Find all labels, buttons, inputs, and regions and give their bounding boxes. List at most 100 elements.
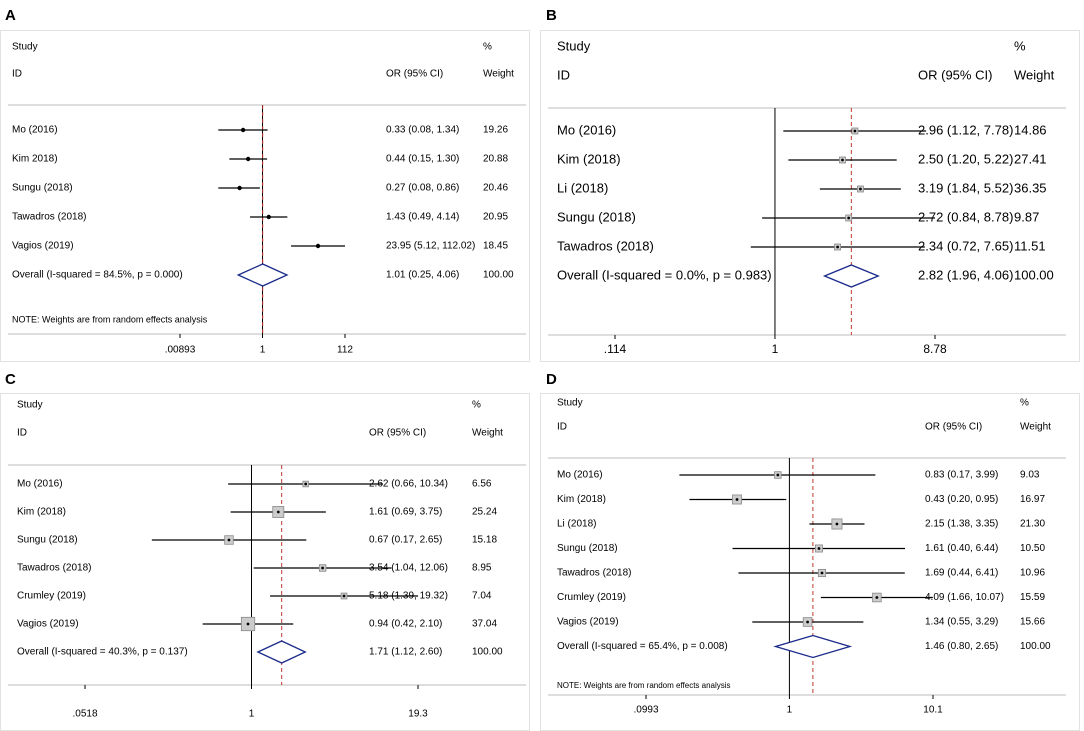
- study-label-a: Vagios (2019): [12, 241, 74, 252]
- study-or-ci-b: 2.72 (0.84, 8.78): [918, 209, 1013, 224]
- study-label-b: Sungu (2018): [557, 209, 636, 224]
- study-weight-c: 15.18: [472, 535, 497, 546]
- study-or-ci-a: 0.44 (0.15, 1.30): [386, 154, 459, 165]
- study-weight-a: 20.88: [483, 154, 508, 165]
- column-header-id-d: ID: [557, 422, 567, 433]
- study-weight-b: 14.86: [1014, 122, 1047, 137]
- overall-or-ci-d: 1.46 (0.80, 2.65): [925, 641, 998, 652]
- column-header-weight-c: Weight: [472, 428, 503, 439]
- point-estimate-c: [304, 482, 308, 486]
- study-label-a: Tawadros (2018): [12, 212, 86, 223]
- point-estimate-b: [841, 158, 844, 162]
- study-label-c: Vagios (2019): [17, 619, 79, 630]
- axis-tick-label-d: 10.1: [923, 705, 943, 716]
- study-weight-c: 8.95: [472, 563, 492, 574]
- study-weight-d: 15.59: [1020, 592, 1045, 603]
- axis-tick-label-a: .00893: [165, 345, 196, 356]
- point-estimate-a: [245, 156, 251, 162]
- column-header-or-b: OR (95% CI): [918, 67, 992, 82]
- study-or-ci-a: 1.43 (0.49, 4.14): [386, 212, 459, 223]
- point-estimate-d: [820, 571, 824, 575]
- column-header-percent-a: %: [483, 42, 492, 53]
- study-label-d: Vagios (2019): [557, 617, 619, 628]
- overall-weight-d: 100.00: [1020, 641, 1051, 652]
- column-header-or-a: OR (95% CI): [386, 69, 443, 80]
- column-header-weight-b: Weight: [1014, 67, 1055, 82]
- footnote-d: NOTE: Weights are from random effects an…: [557, 681, 731, 690]
- forest-panel-a: A Study% ID OR (95% CI) Weight Mo (2016) 0.33…: [0, 0, 540, 362]
- axis-tick-label-b: 8.78: [923, 342, 947, 356]
- axis-tick-label-d: .0993: [633, 705, 658, 716]
- overall-or-ci-c: 1.71 (1.12, 2.60): [369, 647, 442, 658]
- point-estimate-a: [237, 185, 242, 191]
- point-estimate-b: [859, 187, 862, 191]
- column-header-id-b: ID: [557, 67, 570, 82]
- axis-tick-label-d: 1: [787, 705, 793, 716]
- study-label-a: Sungu (2018): [12, 183, 73, 194]
- axis-tick-label-c: .0518: [72, 709, 97, 720]
- study-or-ci-b: 2.50 (1.20, 5.22): [918, 151, 1013, 166]
- study-weight-d: 21.30: [1020, 519, 1045, 530]
- column-header-or-d: OR (95% CI): [925, 422, 982, 433]
- forest-plot-b: Study % ID OR (95% CI) Weight Mo (2016) 2.96 (…: [548, 38, 1066, 356]
- axis-tick-label-c: 19.3: [408, 709, 428, 720]
- axis-tick-label-b: 1: [772, 342, 779, 356]
- column-header-study-c: Study: [17, 400, 43, 411]
- column-header-id-a: ID: [12, 69, 22, 80]
- study-or-ci-c: 1.61 (0.69, 3.75): [369, 507, 442, 518]
- study-or-ci-a: 23.95 (5.12, 112.02): [386, 241, 475, 252]
- study-or-ci-a: 0.27 (0.08, 0.86): [386, 183, 459, 194]
- point-estimate-a: [315, 243, 321, 249]
- forest-panel-b: B Study% ID OR (95% CI) Weight Mo (2016) 2.96…: [540, 0, 1084, 362]
- study-weight-a: 19.26: [483, 125, 508, 136]
- study-or-ci-a: 0.33 (0.08, 1.34): [386, 125, 459, 136]
- study-weight-b: 11.51: [1014, 238, 1046, 253]
- study-label-c: Kim (2018): [17, 507, 66, 518]
- study-weight-b: 36.35: [1014, 180, 1047, 195]
- study-or-ci-d: 0.43 (0.20, 0.95): [925, 494, 998, 505]
- forest-plot-c: Study % ID OR (95% CI) Weight Mo (2016) 2.62 (…: [8, 400, 526, 720]
- study-or-ci-d: 1.69 (0.44, 6.41): [925, 568, 998, 579]
- overall-diamond-d: [773, 634, 853, 659]
- point-estimate-a: [240, 127, 246, 133]
- study-label-d: Tawadros (2018): [557, 568, 631, 579]
- forest-plot-a: Study % ID OR (95% CI) Weight Mo (2016) 0.33 (…: [8, 42, 526, 356]
- overall-label-b: Overall (I-squared = 0.0%, p = 0.983): [557, 267, 772, 282]
- overall-or-ci-b: 2.82 (1.96, 4.06): [918, 267, 1013, 282]
- column-header-weight-d: Weight: [1020, 422, 1051, 433]
- overall-label-d: Overall (I-squared = 65.4%, p = 0.008): [557, 641, 728, 652]
- point-estimate-d: [776, 473, 780, 477]
- study-weight-c: 7.04: [472, 591, 492, 602]
- column-header-study-a: Study: [12, 42, 38, 53]
- column-header-id-c: ID: [17, 428, 27, 439]
- overall-diamond-a: [236, 263, 289, 287]
- point-estimate-c: [276, 510, 280, 514]
- study-label-d: Sungu (2018): [557, 543, 618, 554]
- study-weight-a: 18.45: [483, 241, 508, 252]
- forest-plot-d: Study % ID OR (95% CI) Weight Mo (2016) 0.83 (…: [548, 398, 1066, 716]
- study-weight-d: 10.50: [1020, 543, 1045, 554]
- study-label-d: Li (2018): [557, 519, 596, 530]
- axis-tick-label-a: 112: [337, 345, 353, 356]
- study-label-c: Sungu (2018): [17, 535, 78, 546]
- study-label-b: Tawadros (2018): [557, 238, 654, 253]
- axis-tick-label-a: 1: [260, 345, 266, 356]
- column-header-weight-a: Weight: [483, 69, 514, 80]
- study-label-b: Kim (2018): [557, 151, 621, 166]
- point-estimate-b: [836, 245, 839, 249]
- study-label-c: Crumley (2019): [17, 591, 86, 602]
- column-header-percent-c: %: [472, 400, 481, 411]
- study-label-d: Kim (2018): [557, 494, 606, 505]
- study-or-ci-c: 0.67 (0.17, 2.65): [369, 535, 442, 546]
- study-label-c: Tawadros (2018): [17, 563, 91, 574]
- overall-diamond-c: [256, 640, 307, 664]
- point-estimate-d: [806, 620, 809, 624]
- study-or-ci-b: 3.19 (1.84, 5.52): [918, 180, 1013, 195]
- study-label-c: Mo (2016): [17, 479, 63, 490]
- overall-diamond-b: [822, 264, 880, 288]
- overall-label-a: Overall (I-squared = 84.5%, p = 0.000): [12, 270, 183, 281]
- point-estimate-b: [853, 129, 857, 133]
- axis-tick-label-c: 1: [249, 709, 255, 720]
- study-or-ci-c: 0.94 (0.42, 2.10): [369, 619, 442, 630]
- point-estimate-c: [246, 622, 250, 626]
